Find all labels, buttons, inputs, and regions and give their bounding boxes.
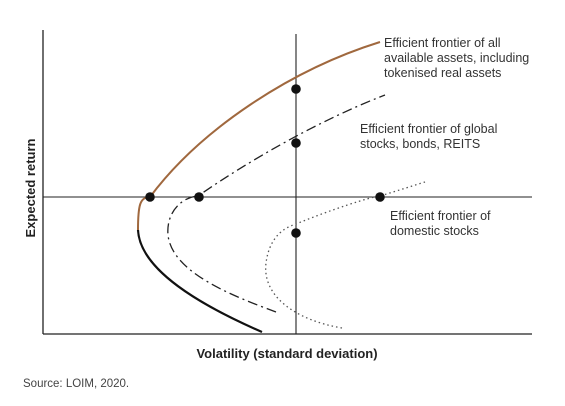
frontier-lower-branch xyxy=(136,229,263,334)
point-domestic-min xyxy=(375,192,385,202)
efficient-frontier-diagram: Efficient frontier of all available asse… xyxy=(23,30,533,361)
point-domestic-vol xyxy=(291,228,301,238)
frontier-all-assets-curve xyxy=(137,41,381,231)
y-axis-title: Expected return xyxy=(23,138,38,237)
source-note: Source: LOIM, 2020. xyxy=(23,378,130,390)
point-global-vol xyxy=(291,138,301,148)
label-all-assets: Efficient frontier of all available asse… xyxy=(384,36,533,80)
frontier-global-curve xyxy=(167,94,386,313)
label-domestic: Efficient frontier of domestic stocks xyxy=(390,209,494,238)
point-all-assets-min xyxy=(145,192,155,202)
point-all-assets-vol xyxy=(291,84,301,94)
point-global-min xyxy=(194,192,204,202)
label-global: Efficient frontier of global stocks, bon… xyxy=(360,122,501,151)
x-axis-title: Volatility (standard deviation) xyxy=(196,346,377,361)
frontier-domestic-curve xyxy=(265,181,426,329)
